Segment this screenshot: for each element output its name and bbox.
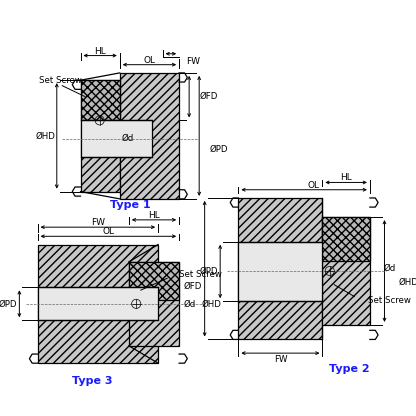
Text: Type 2: Type 2 xyxy=(329,364,370,374)
Text: FW: FW xyxy=(91,218,105,227)
Text: ØPD: ØPD xyxy=(199,267,218,275)
Text: ØPD: ØPD xyxy=(0,300,17,308)
Polygon shape xyxy=(81,80,120,192)
Text: ØFD: ØFD xyxy=(183,282,202,291)
Text: Ød: Ød xyxy=(121,134,134,143)
Text: Type 1: Type 1 xyxy=(110,200,151,210)
Polygon shape xyxy=(81,80,120,120)
Text: Type 3: Type 3 xyxy=(72,376,113,386)
Text: HL: HL xyxy=(340,173,352,182)
Text: HL: HL xyxy=(148,211,160,220)
Text: Ød: Ød xyxy=(384,264,396,273)
Polygon shape xyxy=(129,262,179,300)
Text: ØHD: ØHD xyxy=(36,131,56,140)
Text: Ød: Ød xyxy=(183,300,196,308)
Polygon shape xyxy=(37,287,158,320)
Text: ØFD: ØFD xyxy=(199,92,218,101)
Polygon shape xyxy=(322,217,370,325)
Text: Set Screw: Set Screw xyxy=(40,76,82,85)
Text: HL: HL xyxy=(94,47,106,55)
Text: ØHD: ØHD xyxy=(202,300,222,308)
Text: ØPD: ØPD xyxy=(209,145,228,154)
Text: FW: FW xyxy=(186,57,201,67)
Polygon shape xyxy=(81,120,152,157)
Text: OL: OL xyxy=(102,227,114,236)
Text: OL: OL xyxy=(307,181,319,190)
Polygon shape xyxy=(322,217,370,261)
Text: Set Screw: Set Screw xyxy=(179,270,222,279)
Polygon shape xyxy=(238,242,322,301)
Text: FW: FW xyxy=(274,355,287,364)
Text: ØHD: ØHD xyxy=(398,277,416,287)
Text: OL: OL xyxy=(144,56,156,64)
Polygon shape xyxy=(129,262,179,346)
Polygon shape xyxy=(37,245,158,363)
Text: Set Screw: Set Screw xyxy=(368,296,411,305)
Polygon shape xyxy=(238,198,322,339)
Polygon shape xyxy=(120,73,179,199)
